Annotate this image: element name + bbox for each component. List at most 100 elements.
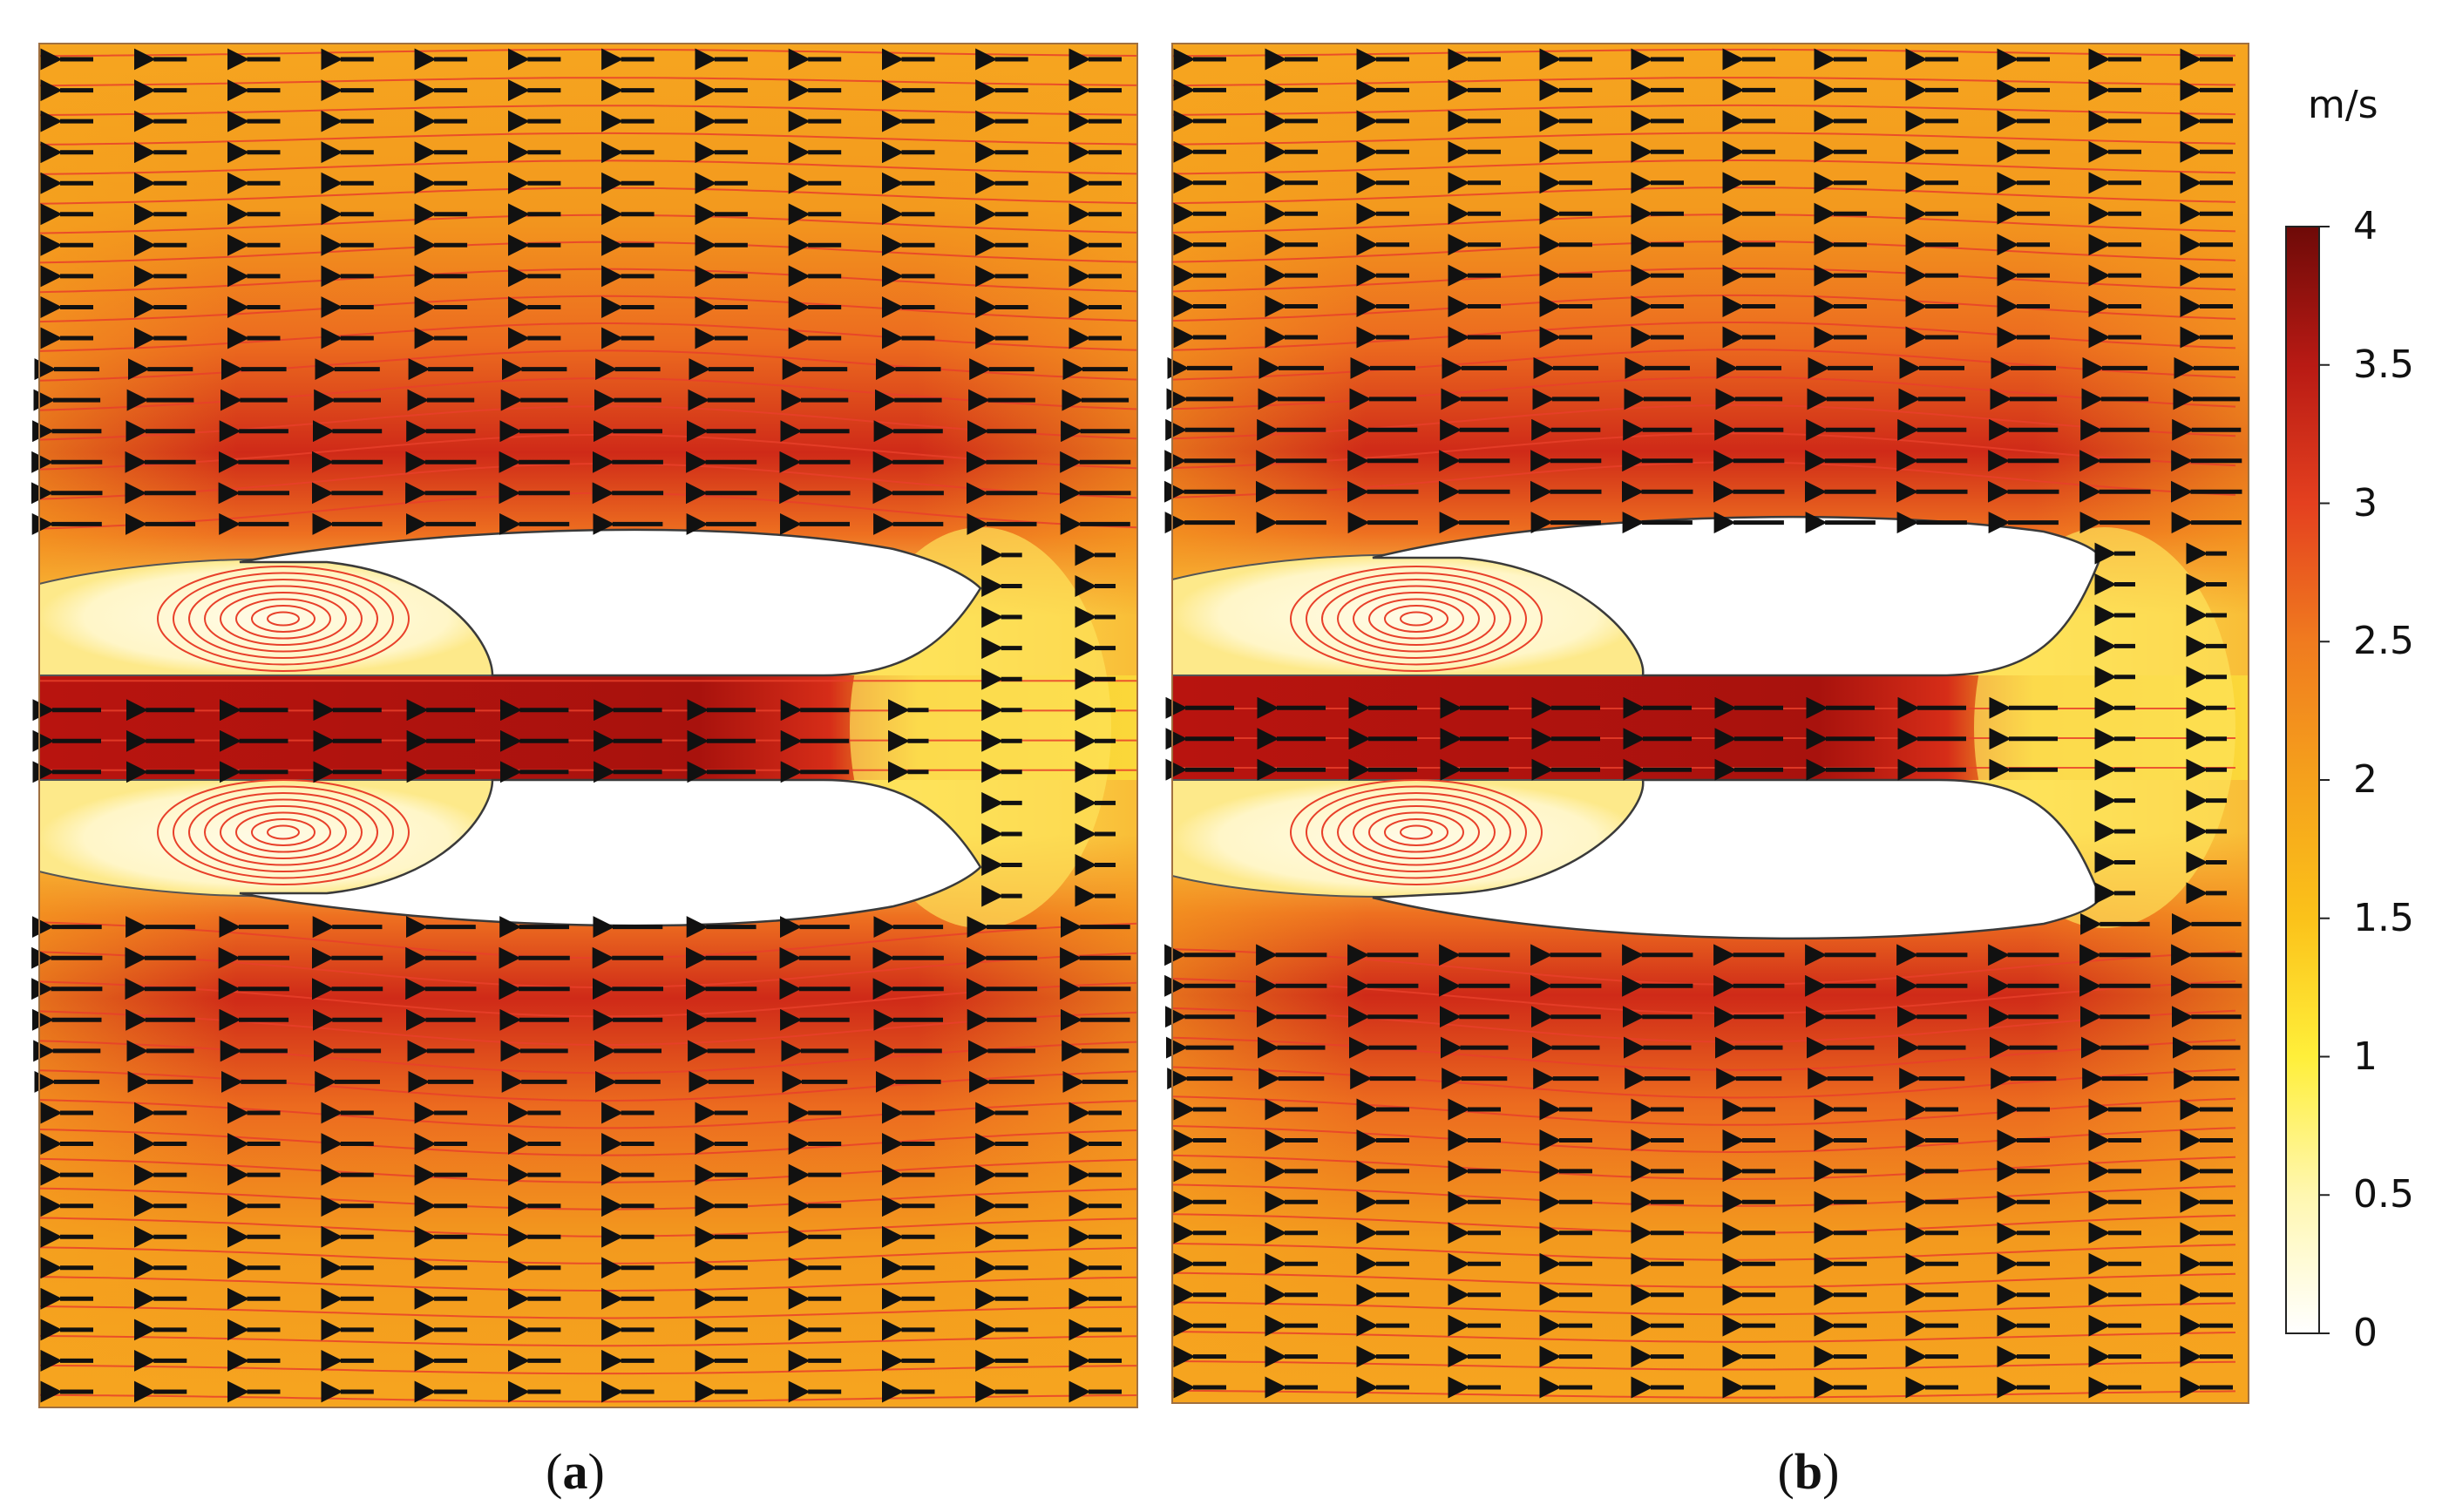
streamline — [38, 159, 1138, 175]
streamline — [38, 268, 1138, 294]
streamline — [1171, 1125, 2236, 1153]
vortex-loop — [1353, 592, 1480, 646]
streamline — [1171, 132, 2236, 146]
vortex-loop — [1400, 824, 1433, 840]
panel-b-caption: (b) — [1721, 1442, 1896, 1503]
streamline — [38, 214, 1138, 234]
vortex-loop — [173, 572, 394, 666]
vortex-loop — [1368, 811, 1464, 853]
vortex-loop — [188, 579, 378, 659]
vortex-loop — [220, 805, 347, 859]
colorbar-tick-marks — [2319, 226, 2330, 1334]
streamline — [38, 1305, 1138, 1319]
streamline — [1171, 1154, 2236, 1180]
vortex-loop — [1290, 566, 1543, 672]
streamline — [38, 1276, 1138, 1292]
panel-a-caption-open: ( — [546, 1443, 563, 1500]
colorbar — [2285, 226, 2330, 1334]
panel-b-arrows — [1164, 48, 2242, 1399]
vortex-loop — [204, 798, 363, 866]
vortex-loop — [1353, 805, 1480, 859]
streamline — [1171, 48, 2236, 58]
panel-a-flow-field — [31, 43, 1138, 1408]
vortex-loop — [267, 611, 300, 627]
streamline — [1171, 349, 2236, 381]
panel-a-frame — [38, 43, 1138, 1408]
streamline — [1171, 77, 2236, 87]
streamline — [38, 1187, 1138, 1210]
streamline — [1171, 1301, 2236, 1316]
colorbar-tick-label: 2 — [2353, 757, 2378, 802]
streamline — [38, 1217, 1138, 1237]
vortex-loop — [1337, 585, 1496, 653]
panel-b-vortices — [1290, 566, 1543, 885]
streamline — [1171, 376, 2236, 410]
streamline — [1171, 104, 2236, 116]
panel-a-caption: (a) — [488, 1442, 662, 1503]
streamline — [1171, 186, 2236, 205]
panel-a-arrows — [31, 48, 1131, 1403]
colorbar-tick-label: 0 — [2353, 1311, 2378, 1355]
streamline — [38, 1334, 1138, 1347]
vortex-loop — [157, 566, 410, 672]
panel-a-upper-body — [239, 528, 982, 677]
vortex-loop — [1306, 572, 1527, 666]
vortex-loop — [1306, 785, 1527, 879]
panel-a-vortices — [157, 566, 410, 885]
vortex-loop — [1321, 792, 1511, 872]
streamline — [1171, 1360, 2236, 1371]
vortex-loop — [188, 792, 378, 872]
streamline — [1171, 1271, 2236, 1288]
streamline — [38, 295, 1138, 323]
vortex-loop — [267, 824, 300, 840]
streamline — [1171, 1213, 2236, 1234]
streamline — [1171, 1183, 2236, 1207]
streamline — [1171, 322, 2236, 351]
vortex-loop — [1368, 598, 1464, 640]
streamline — [1171, 241, 2236, 263]
streamline — [38, 132, 1138, 146]
colorbar-tick-label: 0.5 — [2353, 1172, 2414, 1217]
vortex-loop — [1384, 818, 1448, 846]
colorbar-tick-label: 3 — [2353, 480, 2378, 525]
streamline — [1171, 1331, 2236, 1343]
vortex-loop — [235, 598, 331, 640]
streamline — [1171, 1242, 2236, 1261]
streamline — [38, 1157, 1138, 1183]
panel-b-lower-body — [1372, 778, 2102, 940]
panel-a-caption-letter: a — [562, 1443, 588, 1500]
streamline — [38, 186, 1138, 205]
colorbar-tick-label: 1 — [2353, 1034, 2378, 1079]
streamline — [1171, 214, 2236, 234]
streamline — [38, 1364, 1138, 1375]
vortex-loop — [235, 811, 331, 853]
colorbar-gradient — [2285, 226, 2320, 1334]
vortex-loop — [1290, 779, 1543, 885]
panel-b-caption-open: ( — [1777, 1443, 1794, 1500]
panel-b-caption-close: ) — [1822, 1443, 1840, 1500]
streamline — [38, 1129, 1138, 1156]
streamline — [38, 322, 1138, 352]
streamline — [1171, 1095, 2236, 1126]
streamline — [1171, 268, 2236, 293]
streamline — [38, 241, 1138, 264]
vortex-loop — [204, 585, 363, 653]
streamline — [38, 105, 1138, 117]
colorbar-unit-label: m/s — [2308, 83, 2378, 127]
vortex-loop — [157, 779, 410, 885]
streamline — [38, 1246, 1138, 1265]
vortex-loop — [251, 818, 315, 846]
streamline — [38, 77, 1138, 87]
vortex-loop — [1321, 579, 1511, 659]
streamline — [38, 1393, 1138, 1403]
streamline — [1171, 294, 2236, 322]
vortex-loop — [1337, 798, 1496, 866]
vortex-loop — [251, 605, 315, 633]
streamline — [1171, 159, 2236, 175]
colorbar-tick-label: 1.5 — [2353, 895, 2414, 940]
streamline — [1171, 1066, 2236, 1099]
colorbar-tick-label: 4 — [2353, 204, 2378, 248]
vortex-loop — [173, 785, 394, 879]
streamline — [1171, 1389, 2236, 1399]
